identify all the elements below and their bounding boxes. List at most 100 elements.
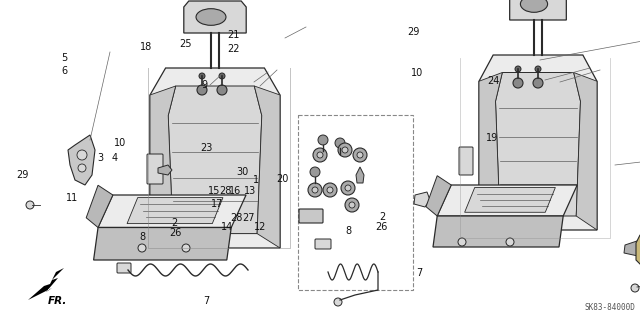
Polygon shape [479,55,597,230]
Text: 13: 13 [244,186,256,196]
Circle shape [349,202,355,208]
Text: 2: 2 [172,218,178,228]
Polygon shape [68,135,95,185]
Circle shape [506,238,514,246]
Polygon shape [495,72,580,216]
Text: 26: 26 [376,222,388,232]
Bar [298,115,413,290]
Polygon shape [433,216,563,247]
Polygon shape [636,235,640,275]
Polygon shape [150,68,280,248]
Circle shape [631,284,639,292]
Text: 15: 15 [208,186,220,196]
Text: SK83-84000D: SK83-84000D [584,303,636,313]
Circle shape [327,187,333,193]
Circle shape [345,198,359,212]
Circle shape [182,244,190,252]
Polygon shape [573,72,597,230]
Text: 16: 16 [229,186,241,196]
Text: 30: 30 [236,167,248,177]
Polygon shape [184,1,246,33]
Polygon shape [624,240,640,256]
Text: 5: 5 [61,53,68,63]
Circle shape [313,148,327,162]
Text: 12: 12 [254,222,266,232]
Circle shape [219,73,225,79]
Polygon shape [437,185,577,216]
Text: 4: 4 [112,153,118,163]
Text: 24: 24 [488,76,500,86]
Text: 25: 25 [179,39,192,49]
Text: 26: 26 [169,228,181,238]
Polygon shape [509,0,566,20]
FancyBboxPatch shape [117,263,131,273]
Polygon shape [98,195,246,227]
Circle shape [353,148,367,162]
Circle shape [318,135,328,145]
Polygon shape [150,86,176,248]
Text: 9: 9 [202,79,208,90]
Polygon shape [158,165,172,175]
Polygon shape [86,185,113,227]
Polygon shape [479,72,502,230]
FancyBboxPatch shape [315,239,331,249]
Text: 10: 10 [411,68,423,78]
Polygon shape [356,167,364,183]
FancyBboxPatch shape [299,209,323,223]
Text: 29: 29 [408,27,420,37]
Text: 14: 14 [221,222,233,232]
Circle shape [458,238,466,246]
Text: 19: 19 [486,133,499,143]
FancyBboxPatch shape [147,154,163,184]
Circle shape [197,85,207,95]
Circle shape [341,181,355,195]
Text: 22: 22 [227,44,240,55]
Text: 8: 8 [140,232,146,242]
Ellipse shape [520,0,548,12]
Circle shape [78,164,86,172]
Circle shape [26,201,34,209]
FancyBboxPatch shape [459,147,473,175]
Circle shape [77,150,87,160]
Circle shape [515,66,521,72]
Circle shape [535,66,541,72]
Text: 7: 7 [203,296,209,307]
Circle shape [338,143,352,157]
Circle shape [357,152,363,158]
Circle shape [310,167,320,177]
Circle shape [317,152,323,158]
Circle shape [335,138,345,148]
Polygon shape [465,188,556,212]
Polygon shape [414,192,430,207]
Text: 6: 6 [61,66,68,76]
Circle shape [513,78,523,88]
Text: 20: 20 [276,174,289,184]
Circle shape [323,183,337,197]
Circle shape [138,244,146,252]
Text: 1: 1 [253,174,260,185]
Text: 10: 10 [114,137,126,148]
Text: 28: 28 [230,213,243,223]
Text: 29: 29 [16,170,28,180]
Text: 17: 17 [211,199,223,209]
Polygon shape [93,227,231,260]
Text: 8: 8 [346,226,352,236]
Text: 3: 3 [97,153,104,163]
Circle shape [533,78,543,88]
Text: 2: 2 [379,212,385,222]
Circle shape [345,185,351,191]
Circle shape [308,183,322,197]
Polygon shape [28,268,64,300]
Circle shape [217,85,227,95]
Polygon shape [254,86,280,248]
Text: 7: 7 [416,268,422,278]
Polygon shape [426,176,451,216]
Text: 11: 11 [66,193,78,203]
Ellipse shape [196,9,226,25]
Text: 27: 27 [242,213,255,223]
Circle shape [342,147,348,153]
Polygon shape [168,86,262,234]
Text: FR.: FR. [48,296,67,306]
Polygon shape [127,197,223,224]
Circle shape [312,187,318,193]
